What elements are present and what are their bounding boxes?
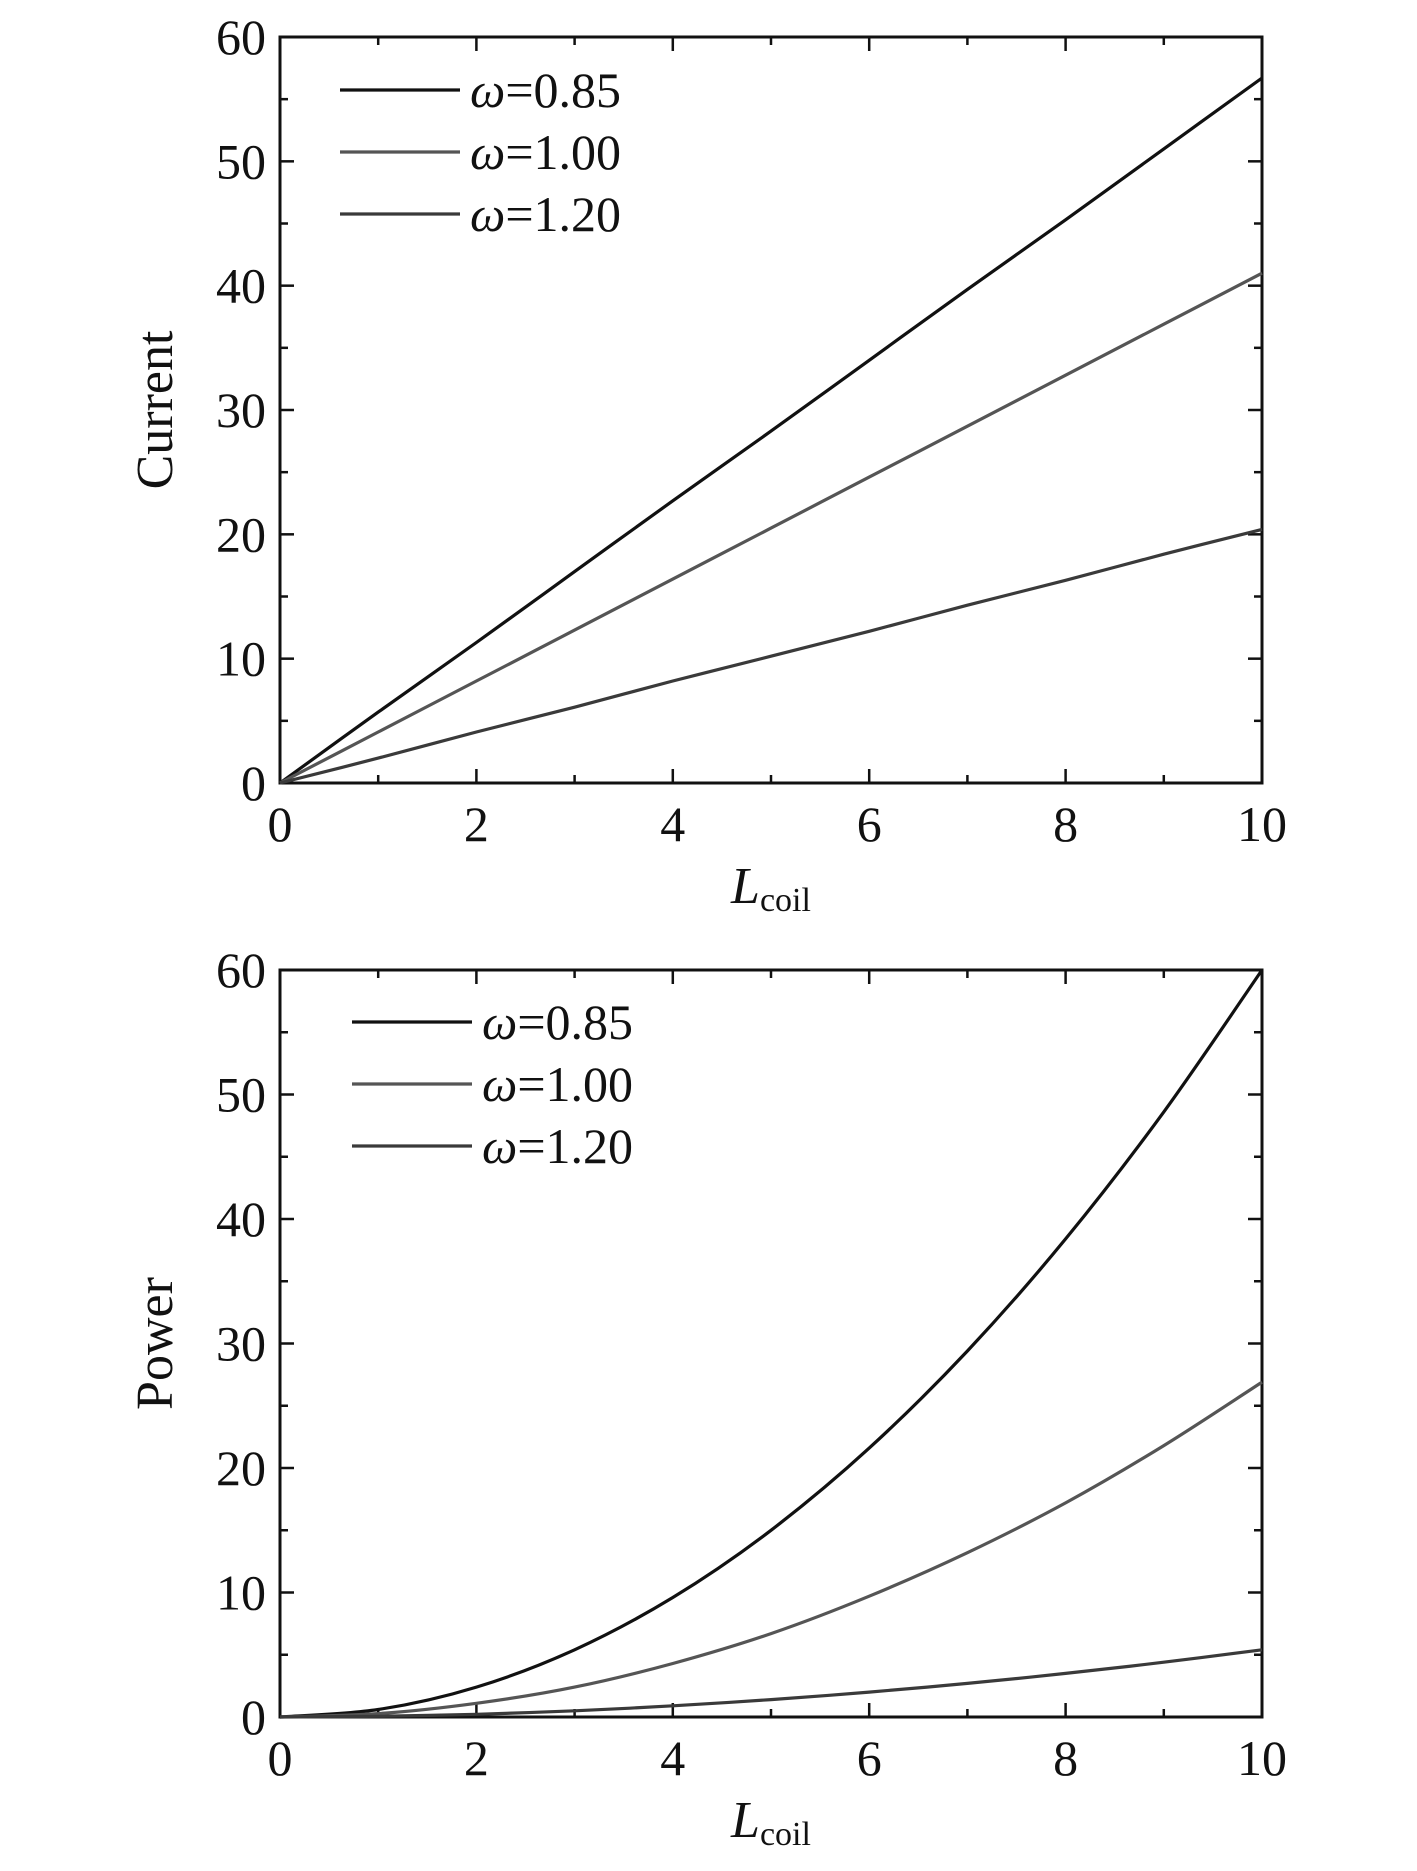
x-tick-label: 6 <box>857 796 882 852</box>
y-tick-label: 10 <box>216 631 266 687</box>
series-line-1 <box>279 1380 1263 1719</box>
y-tick-label: 30 <box>216 1316 266 1372</box>
y-tick-label: 60 <box>216 942 266 998</box>
plot-frame <box>278 35 1264 785</box>
series-line-1 <box>279 271 1263 785</box>
current-chart: 0 2 4 6 8 10 0 10 20 30 40 50 60 Lcoil Current ω=0.85 ω=… <box>127 9 1287 919</box>
legend-label-1: ω=1.00 <box>482 1056 633 1112</box>
plot-frame <box>278 968 1264 1719</box>
y-tick-label: 60 <box>216 9 266 65</box>
y-tick-label: 0 <box>241 755 266 811</box>
legend-label-1: ω=1.00 <box>470 124 621 180</box>
y-tick-label: 10 <box>216 1565 266 1621</box>
legend-label-0: ω=0.85 <box>470 62 621 118</box>
x-tick-label: 8 <box>1053 796 1078 852</box>
x-tick-label: 10 <box>1237 1730 1287 1786</box>
y-tick-label: 30 <box>216 382 266 438</box>
y-axis-title: Current <box>127 330 184 489</box>
series-line-0 <box>279 969 1264 1719</box>
y-tick-label: 40 <box>216 258 266 314</box>
x-tick-label: 2 <box>464 796 489 852</box>
x-axis-title: Lcoil <box>730 1792 811 1853</box>
y-tick-label: 50 <box>216 1067 266 1123</box>
x-tick-label: 6 <box>857 1730 882 1786</box>
power-chart: 0 2 4 6 8 10 0 10 20 30 40 50 60 Lcoil Power ω=0.85 ω=1.… <box>127 942 1287 1853</box>
y-tick-label: 0 <box>241 1689 266 1745</box>
x-tick-label: 10 <box>1237 796 1287 852</box>
x-tick-label: 4 <box>660 796 685 852</box>
x-tick-label: 4 <box>660 1730 685 1786</box>
series-line-0 <box>279 76 1263 785</box>
x-tick-label: 2 <box>464 1730 489 1786</box>
y-tick-label: 20 <box>216 506 266 562</box>
series-line-2 <box>279 1648 1263 1719</box>
y-axis-title: Power <box>127 1277 184 1410</box>
legend-label-0: ω=0.85 <box>482 994 633 1050</box>
x-tick-label: 8 <box>1053 1730 1078 1786</box>
x-tick-label: 0 <box>268 1730 293 1786</box>
x-axis-title: Lcoil <box>730 858 811 919</box>
x-tick-label: 0 <box>268 796 293 852</box>
series-line-2 <box>279 527 1263 785</box>
y-tick-label: 50 <box>216 133 266 189</box>
legend-label-2: ω=1.20 <box>482 1118 633 1174</box>
y-tick-label: 40 <box>216 1191 266 1247</box>
y-tick-label: 20 <box>216 1440 266 1496</box>
legend-label-2: ω=1.20 <box>470 186 621 242</box>
